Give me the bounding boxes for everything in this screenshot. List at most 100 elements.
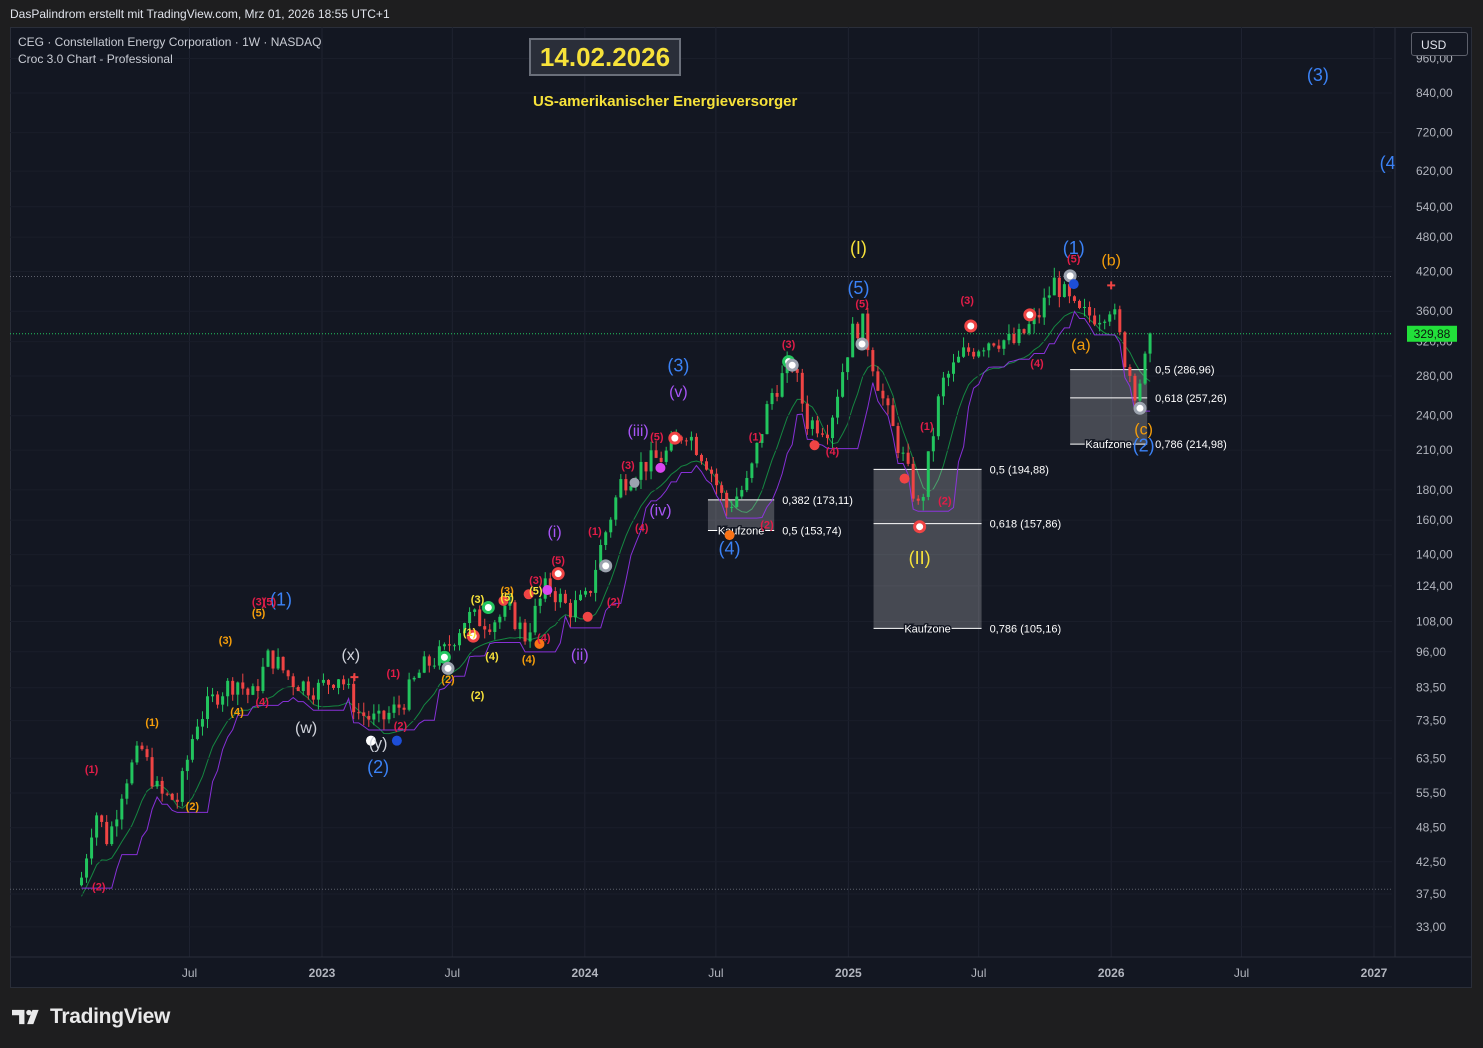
- candle-body: [770, 392, 774, 405]
- candle-body: [745, 477, 749, 491]
- wave-label: (5): [650, 431, 664, 443]
- signal-dot: [899, 473, 910, 484]
- wave-label: (5): [551, 555, 565, 567]
- candle-body: [498, 616, 502, 623]
- price-tick-label: 480,00: [1416, 230, 1453, 244]
- caption: DasPalindrom erstellt mit TradingView.co…: [10, 7, 390, 21]
- candle-body: [402, 707, 406, 710]
- candle-body: [684, 440, 688, 442]
- candle-body: [1052, 277, 1056, 296]
- brand-name: TradingView: [50, 1005, 171, 1028]
- candle-body: [1083, 306, 1087, 308]
- wave-label: (5): [252, 608, 266, 620]
- candle-body: [977, 351, 981, 357]
- candle-body: [160, 780, 164, 794]
- candle-body: [412, 677, 416, 680]
- candle-body: [800, 372, 804, 404]
- candle-body: [190, 739, 194, 760]
- signal-dot: [391, 735, 402, 746]
- price-chart[interactable]: 0,382 (173,11) 0,5 (153,74) Kaufzone 0,5 (1…: [10, 27, 1472, 988]
- wave-label: (4): [522, 654, 536, 666]
- signal-dot: [523, 589, 534, 600]
- candle-body: [145, 749, 149, 758]
- last-price-label: 329,88: [1414, 327, 1451, 341]
- price-tick-label: 620,00: [1416, 164, 1453, 178]
- price-tick-label: 73,50: [1416, 714, 1446, 728]
- wave-label: (5): [500, 592, 514, 604]
- candle-body: [1017, 329, 1021, 343]
- candle-body: [911, 463, 915, 499]
- candle-body: [871, 350, 875, 372]
- time-tick-label: 2024: [571, 966, 598, 980]
- time-tick-label: Jul: [971, 966, 986, 980]
- candle-body: [614, 497, 618, 520]
- candle-body: [1128, 367, 1132, 376]
- wave-label: (i): [547, 524, 561, 541]
- price-tick-label: 420,00: [1416, 265, 1453, 279]
- currency-button[interactable]: USD: [1411, 32, 1468, 56]
- candle-body: [85, 858, 89, 878]
- signal-ring: [1023, 308, 1037, 322]
- wave-label: (3): [529, 575, 543, 587]
- candle-body: [165, 793, 169, 795]
- signal-ring: [481, 601, 495, 615]
- price-tick-label: 63,50: [1416, 751, 1446, 765]
- candle-body: [442, 644, 446, 647]
- candle-body: [558, 593, 562, 603]
- candle-body: [1057, 277, 1061, 298]
- candle-body: [251, 686, 255, 695]
- candle-body: [705, 461, 709, 470]
- wave-label: (1): [387, 668, 401, 680]
- candle-body: [377, 710, 381, 714]
- wave-label: (5): [855, 299, 869, 311]
- price-tick-label: 360,00: [1416, 304, 1453, 318]
- wave-label: (1): [920, 421, 934, 433]
- candle-body: [1093, 315, 1097, 325]
- candle-body: [362, 712, 366, 716]
- candle-body: [916, 498, 920, 501]
- wave-label: (w): [295, 720, 317, 737]
- candle-body: [367, 715, 371, 720]
- price-tick-label: 124,00: [1416, 579, 1453, 593]
- price-tick-label: 180,00: [1416, 483, 1453, 497]
- candle-body: [664, 450, 668, 462]
- signal-ring: [466, 629, 480, 643]
- signal-ring: [964, 319, 978, 333]
- candle-body: [226, 680, 230, 697]
- candle-body: [185, 759, 189, 772]
- wave-label: (v): [669, 384, 688, 401]
- last-price-tag: [1407, 325, 1457, 342]
- time-tick-label: Jul: [1234, 966, 1249, 980]
- candle-body: [856, 323, 860, 339]
- buy-zone-label: Kaufzone: [904, 623, 950, 635]
- candle-body: [286, 670, 290, 677]
- fib-level-label: 0,5 (153,74): [782, 525, 841, 537]
- candle-body: [326, 679, 330, 685]
- candle-body: [589, 591, 593, 593]
- wave-label: (4): [230, 706, 244, 718]
- fib-level-label: 0,618 (157,86): [990, 519, 1062, 531]
- candle-body: [644, 461, 648, 472]
- candle-body: [906, 452, 910, 464]
- candle-body: [80, 877, 84, 886]
- wave-label: (3): [621, 460, 635, 472]
- candle-body: [1113, 309, 1117, 315]
- wave-label: (c): [1134, 422, 1153, 439]
- candle-body: [795, 368, 799, 373]
- candle-body: [861, 313, 865, 339]
- candle-body: [694, 436, 698, 455]
- wave-label: (3): [1307, 65, 1329, 85]
- signal-dot: [365, 735, 376, 746]
- symbol-title: CEG · Constellation Energy Corporation ·…: [18, 35, 322, 49]
- wave-label: (5): [263, 596, 277, 608]
- candle-body: [432, 665, 436, 667]
- candle-body: [271, 650, 275, 669]
- candle-body: [1037, 315, 1041, 318]
- candle-body: [836, 396, 840, 418]
- wave-label: (3): [252, 596, 266, 608]
- wave-label: (3): [219, 635, 233, 647]
- candle-body: [876, 371, 880, 391]
- candle-body: [447, 644, 451, 646]
- candle-body: [478, 609, 482, 627]
- candle-body: [311, 695, 315, 700]
